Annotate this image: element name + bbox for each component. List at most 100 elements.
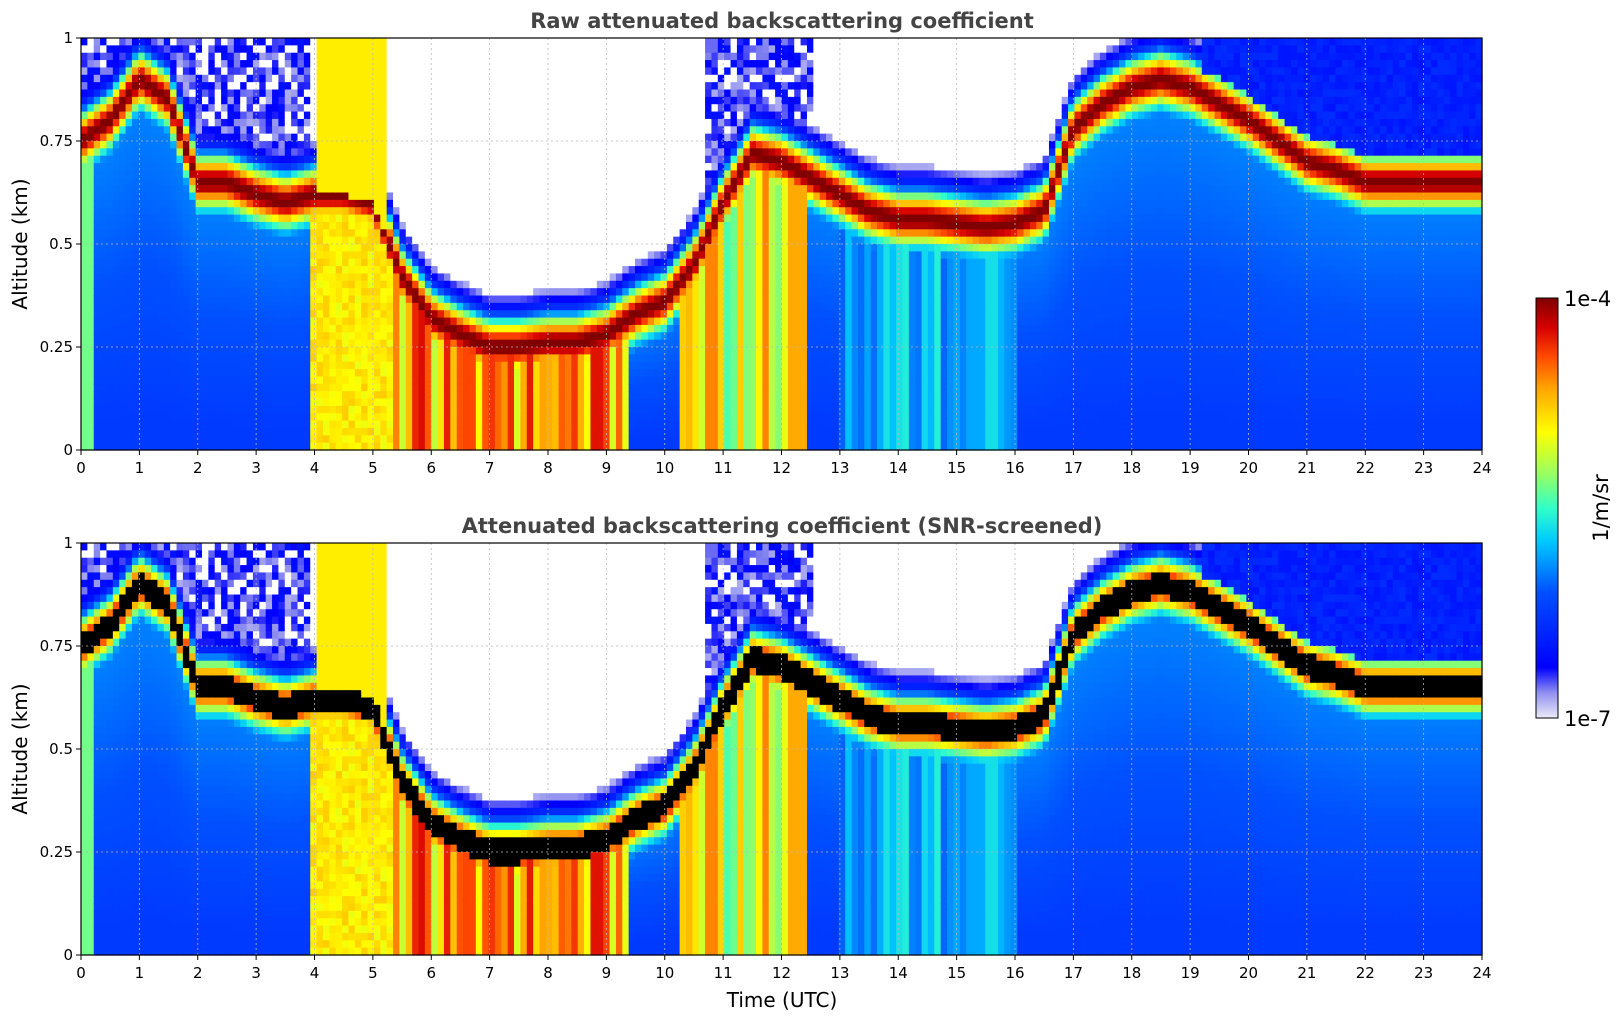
heatmap-cell xyxy=(361,75,368,83)
heatmap-cell xyxy=(157,244,164,252)
heatmap-cell xyxy=(310,237,317,245)
heatmap-cell xyxy=(387,259,394,267)
heatmap-cell xyxy=(438,163,445,171)
heatmap-cell xyxy=(463,53,470,61)
heatmap-cell xyxy=(520,369,527,377)
heatmap-cell xyxy=(514,435,521,443)
heatmap-cell xyxy=(431,163,438,171)
heatmap-cell xyxy=(482,126,489,134)
heatmap-cell xyxy=(380,90,387,98)
heatmap-cell xyxy=(546,391,553,399)
heatmap-cell xyxy=(259,273,266,281)
heatmap-cell xyxy=(208,281,215,289)
heatmap-cell xyxy=(285,53,292,61)
heatmap-cell xyxy=(533,384,540,392)
heatmap-cell xyxy=(648,90,655,98)
heatmap-cell xyxy=(266,362,273,370)
heatmap-cell xyxy=(100,384,107,392)
heatmap-cell xyxy=(348,428,355,436)
heatmap-cell xyxy=(87,244,94,252)
heatmap-cell xyxy=(126,296,133,304)
heatmap-cell xyxy=(177,170,184,178)
heatmap-cell xyxy=(113,376,120,384)
heatmap-cell xyxy=(196,406,203,414)
heatmap-cell xyxy=(476,310,483,318)
heatmap-cell xyxy=(145,428,152,436)
heatmap-cell xyxy=(622,200,629,208)
heatmap-cell xyxy=(266,222,273,230)
heatmap-cell xyxy=(552,126,559,134)
heatmap-cell xyxy=(145,185,152,193)
heatmap-cell xyxy=(132,119,139,127)
heatmap-cell xyxy=(348,38,355,46)
heatmap-cell xyxy=(298,126,305,134)
heatmap-cell xyxy=(616,310,623,318)
heatmap-cell xyxy=(565,119,572,127)
heatmap-cell xyxy=(622,75,629,83)
heatmap-cell xyxy=(259,428,266,436)
heatmap-cell xyxy=(508,340,515,348)
heatmap-cell xyxy=(450,156,457,164)
heatmap-cell xyxy=(616,369,623,377)
heatmap-cell xyxy=(641,406,648,414)
heatmap-cell xyxy=(571,112,578,120)
heatmap-cell xyxy=(559,347,566,355)
heatmap-cell xyxy=(450,244,457,252)
heatmap-cell xyxy=(514,222,521,230)
heatmap-cell xyxy=(450,126,457,134)
heatmap-cell xyxy=(374,376,381,384)
heatmap-cell xyxy=(361,266,368,274)
heatmap-cell xyxy=(565,421,572,429)
heatmap-cell xyxy=(641,75,648,83)
heatmap-cell xyxy=(540,60,547,68)
heatmap-cell xyxy=(145,384,152,392)
heatmap-cell xyxy=(469,53,476,61)
heatmap-cell xyxy=(368,413,375,421)
heatmap-cell xyxy=(546,97,553,105)
heatmap-cell xyxy=(590,325,597,333)
heatmap-cell xyxy=(126,318,133,326)
heatmap-cell xyxy=(336,435,343,443)
heatmap-cell xyxy=(342,75,349,83)
heatmap-cell xyxy=(610,193,617,201)
heatmap-cell xyxy=(374,347,381,355)
heatmap-cell xyxy=(399,406,406,414)
heatmap-cell xyxy=(495,273,502,281)
heatmap-cell xyxy=(113,163,120,171)
heatmap-cell xyxy=(208,273,215,281)
heatmap-cell xyxy=(399,303,406,311)
heatmap-cell xyxy=(578,185,585,193)
heatmap-cell xyxy=(412,126,419,134)
heatmap-cell xyxy=(514,170,521,178)
heatmap-cell xyxy=(629,237,636,245)
heatmap-cell xyxy=(450,207,457,215)
heatmap-cell xyxy=(221,259,228,267)
heatmap-cell xyxy=(132,126,139,134)
heatmap-cell xyxy=(126,112,133,120)
heatmap-cell xyxy=(622,207,629,215)
heatmap-cell xyxy=(221,354,228,362)
heatmap-cell xyxy=(476,67,483,75)
heatmap-cell xyxy=(272,60,279,68)
heatmap-cell xyxy=(221,406,228,414)
heatmap-cell xyxy=(527,229,534,237)
heatmap-cell xyxy=(641,104,648,112)
heatmap-cell xyxy=(622,45,629,53)
heatmap-cell xyxy=(412,288,419,296)
heatmap-cell xyxy=(342,112,349,120)
heatmap-cell xyxy=(527,126,534,134)
heatmap-cell xyxy=(463,266,470,274)
heatmap-cell xyxy=(113,347,120,355)
heatmap-cell xyxy=(412,259,419,267)
heatmap-cell xyxy=(463,134,470,142)
heatmap-cell xyxy=(406,340,413,348)
heatmap-cell xyxy=(565,303,572,311)
heatmap-cell xyxy=(259,45,266,53)
heatmap-cell xyxy=(348,296,355,304)
heatmap-cell xyxy=(215,369,222,377)
heatmap-cell xyxy=(234,200,241,208)
heatmap-cell xyxy=(419,112,426,120)
heatmap-cell xyxy=(616,229,623,237)
heatmap-cell xyxy=(571,156,578,164)
heatmap-cell xyxy=(444,90,451,98)
